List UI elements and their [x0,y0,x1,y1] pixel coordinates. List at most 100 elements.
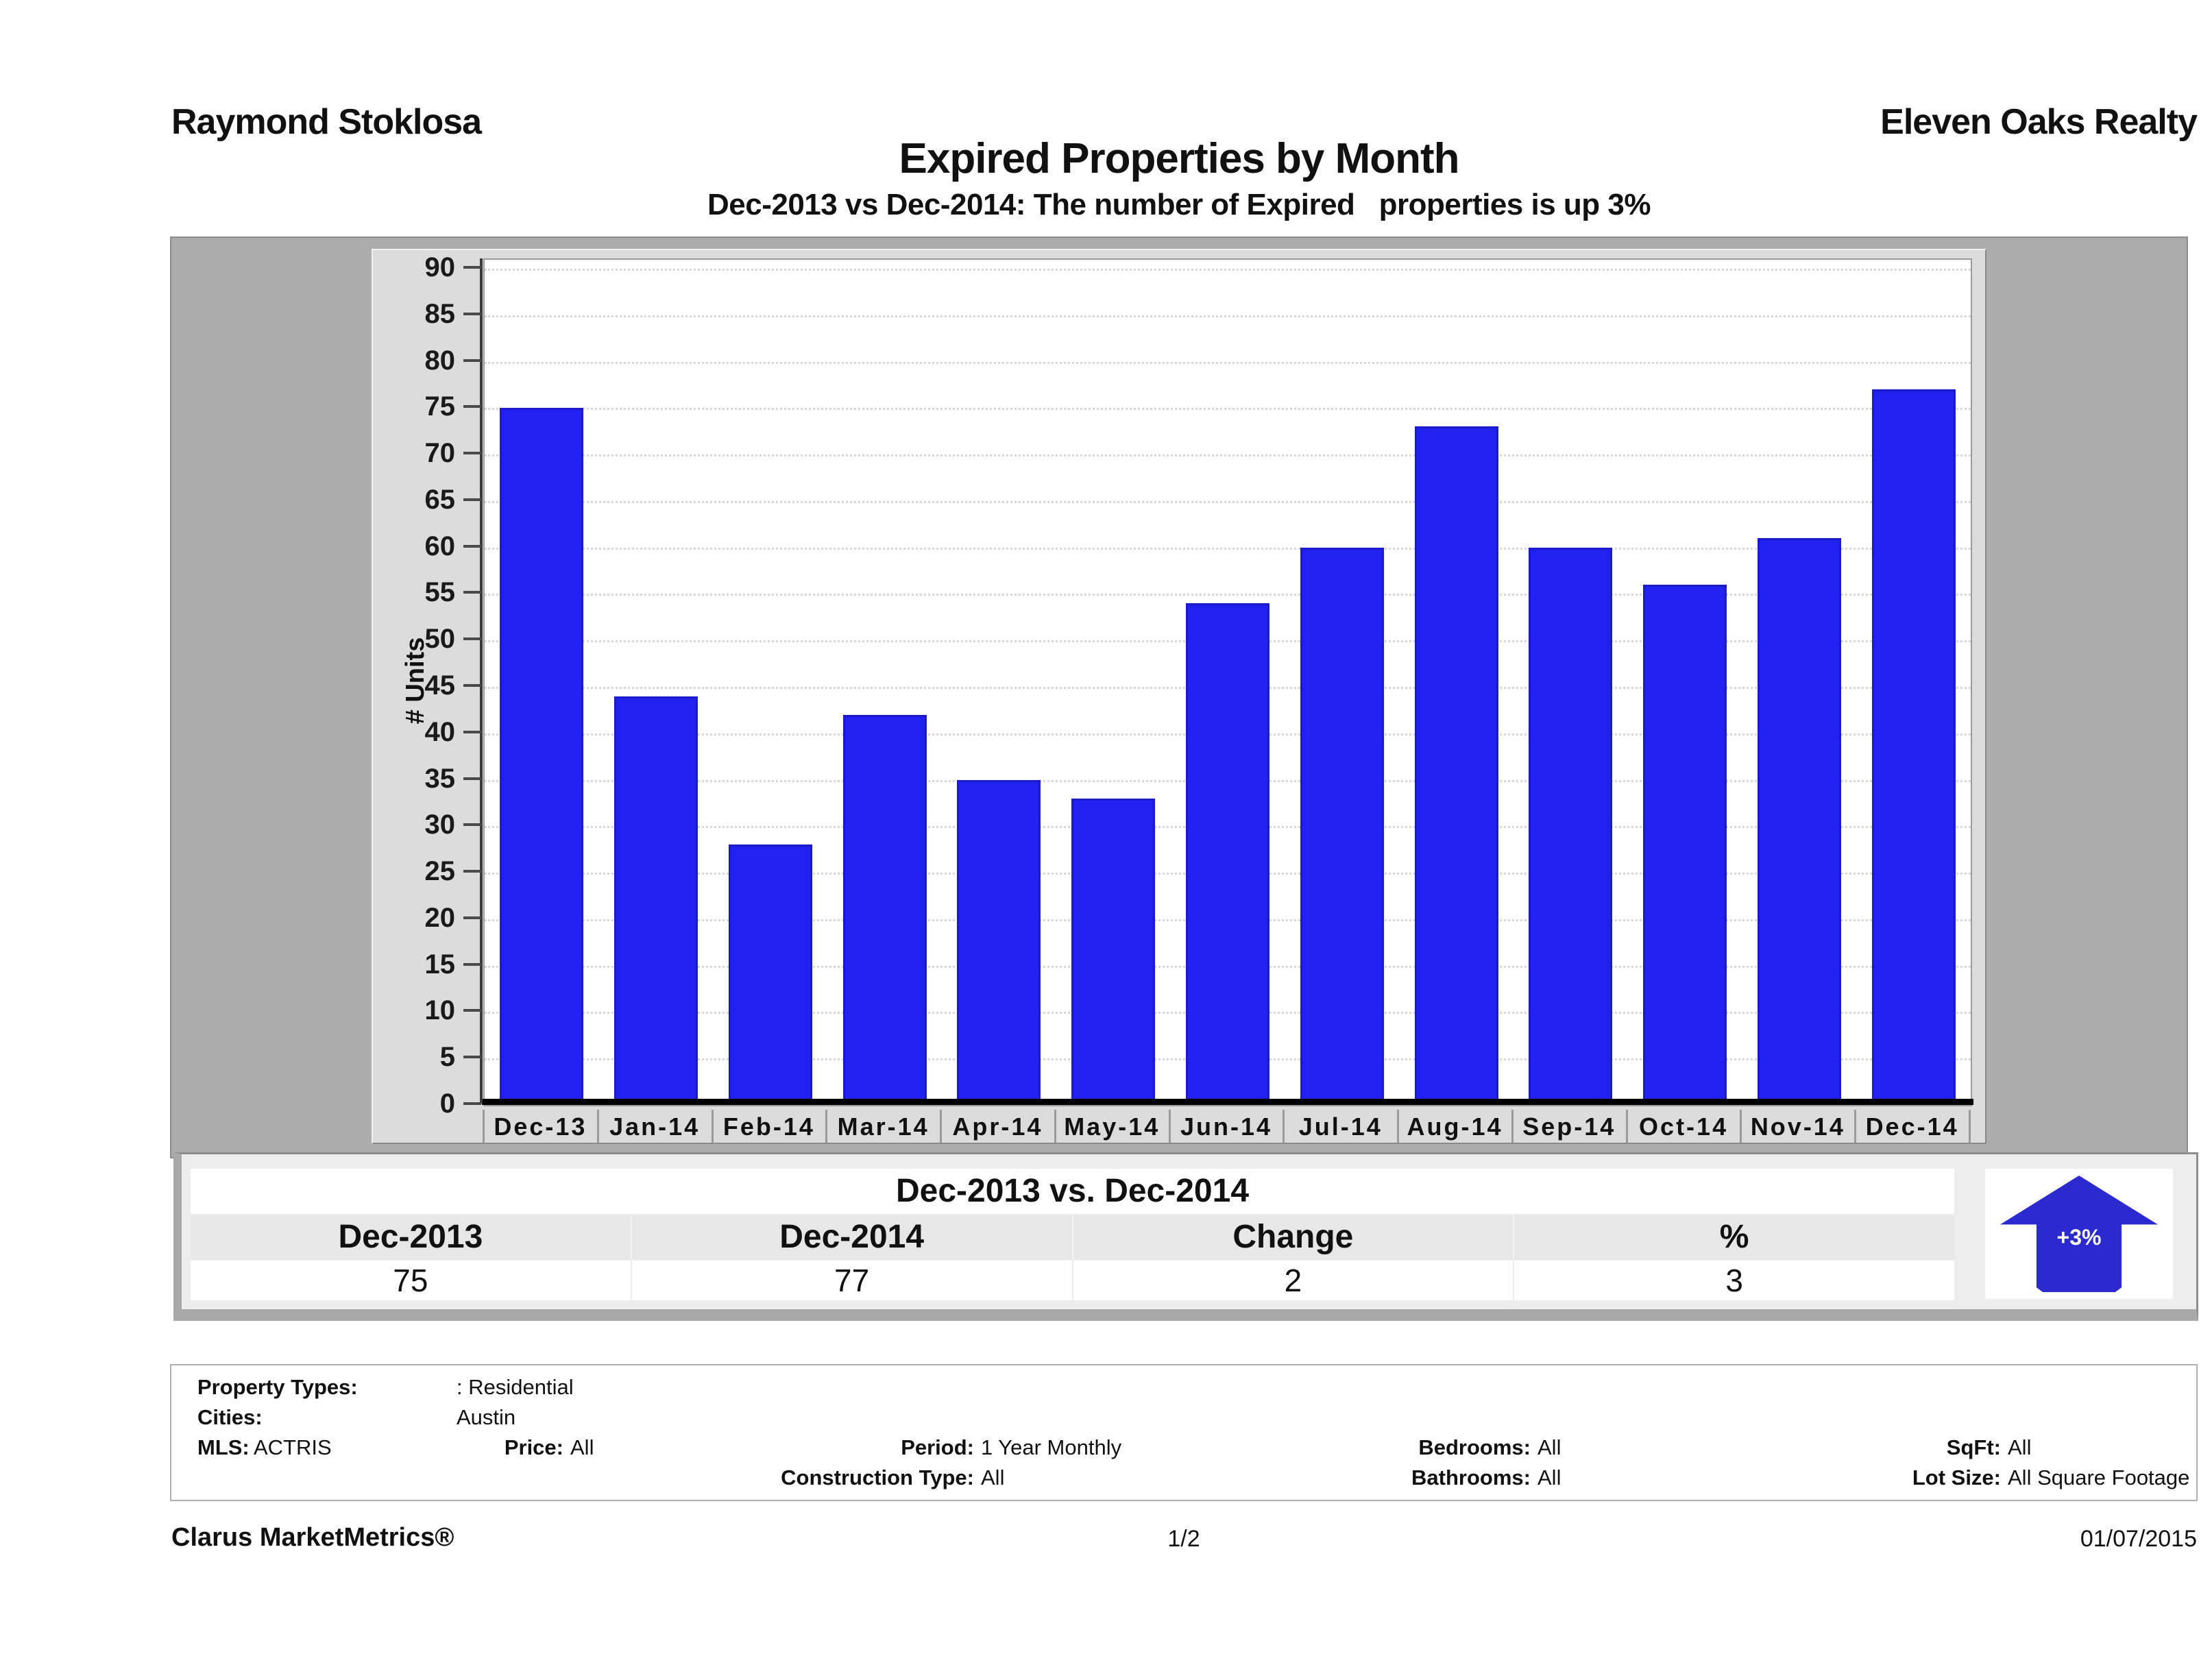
gridline-60 [485,547,1971,550]
cities-value: Austin [457,1405,516,1429]
period-label: Period: [768,1434,974,1461]
price-value: All [570,1435,594,1459]
summary-col-percent: % [1513,1215,1954,1259]
y-tick-label-35: 35 [424,763,456,794]
summary-col-dec2013: Dec-2013 [338,1219,483,1255]
summary-value-dec2013: 75 [393,1263,428,1298]
x-tick-separator-1 [596,1110,599,1143]
x-tick-label-dec-14: Dec-14 [1865,1112,1959,1141]
summary-col-change: Change [1071,1215,1514,1259]
y-tick-label-40: 40 [424,716,456,747]
trend-arrow-box: +3% [1985,1169,2173,1299]
x-tick-separator-0 [483,1110,485,1143]
bathrooms-label: Bathrooms: [1325,1464,1531,1492]
y-tick-mark-15 [463,962,481,966]
bar-apr-14 [957,779,1041,1105]
x-tick-separator-12 [1854,1110,1857,1143]
x-tick-separator-5 [1054,1110,1056,1143]
gridline-65 [485,500,1971,503]
company-name: Eleven Oaks Realty [1880,102,2198,142]
x-tick-separator-9 [1511,1110,1514,1143]
bedrooms-label-text: Bedrooms: [1418,1435,1531,1459]
y-tick-mark-20 [463,916,481,919]
y-tick-mark-45 [463,684,481,687]
report-subtitle: Dec-2013 vs Dec-2014: The number of Expi… [707,188,1651,221]
y-tick-label-10: 10 [424,995,456,1026]
bar-dec-14 [1871,389,1956,1105]
summary-title: Dec-2013 vs. Dec-2014 [191,1169,1954,1214]
cities-label: Cities: [197,1404,263,1431]
trend-percent-label: +3% [2056,1225,2102,1250]
sqft-label: SqFt: [1795,1434,2001,1461]
y-tick-label-65: 65 [424,484,456,515]
x-tick-separator-11 [1740,1110,1742,1143]
bar-jul-14 [1300,547,1384,1105]
x-tick-separator-13 [1969,1110,1971,1143]
x-tick-label-aug-14: Aug-14 [1407,1112,1503,1141]
y-tick-mark-75 [463,405,481,409]
construction-type-label-text: Construction Type: [781,1466,974,1489]
bathrooms-label-text: Bathrooms: [1411,1466,1531,1489]
lot-size-label: Lot Size: [1795,1464,2001,1492]
summary-col-dec2014: Dec-2014 [630,1215,1072,1259]
price-label: Price: [358,1434,563,1461]
sqft-value: All [2008,1435,2032,1459]
y-tick-mark-55 [463,591,481,594]
y-tick-mark-30 [463,823,481,827]
y-tick-label-85: 85 [424,298,456,329]
y-tick-label-5: 5 [439,1042,455,1073]
y-tick-mark-60 [463,544,481,548]
lot-size-value: All Square Footage [2008,1466,2190,1489]
price-label-text: Price: [504,1435,563,1459]
y-tick-label-30: 30 [424,810,456,840]
footer-page-number: 1/2 [1167,1526,1200,1552]
y-axis-line [480,258,483,1104]
bathrooms-value: All [1538,1466,1561,1489]
y-tick-mark-35 [463,777,481,780]
y-tick-mark-10 [463,1009,481,1012]
y-tick-label-55: 55 [424,577,456,608]
y-tick-mark-5 [463,1056,481,1059]
bedrooms-label: Bedrooms: [1325,1434,1531,1461]
property-types-label: Property Types: [197,1374,358,1401]
y-tick-label-25: 25 [424,856,456,887]
mls-label: MLS: [197,1434,250,1461]
mls-label-text: MLS: [197,1435,250,1459]
x-tick-separator-7 [1283,1110,1285,1143]
x-tick-label-jun-14: Jun-14 [1180,1112,1273,1141]
x-axis-baseline [482,1099,1973,1105]
summary-value-percent: 3 [1513,1261,1954,1300]
construction-type-value: All [981,1466,1005,1489]
y-tick-mark-25 [463,870,481,873]
gridline-70 [485,454,1971,457]
x-tick-separator-4 [940,1110,943,1143]
bar-oct-14 [1643,584,1727,1105]
x-tick-label-jul-14: Jul-14 [1298,1112,1383,1141]
footer-date: 01/07/2015 [2080,1526,2197,1552]
gridline-80 [485,361,1971,364]
report-title: Expired Properties by Month [899,135,1459,182]
summary-value-change: 2 [1071,1261,1514,1300]
y-tick-label-75: 75 [424,391,456,422]
period-label-text: Period: [901,1435,974,1459]
x-tick-separator-10 [1625,1110,1628,1143]
y-tick-label-80: 80 [424,345,456,376]
bar-jan-14 [614,696,698,1105]
x-tick-label-sep-14: Sep-14 [1522,1112,1616,1141]
x-tick-separator-6 [1168,1110,1171,1143]
summary-header-row: Dec-2013 Dec-2014 Change % [191,1215,1954,1259]
period-value: 1 Year Monthly [981,1435,1122,1459]
y-tick-mark-70 [463,452,481,455]
y-tick-label-70: 70 [424,438,456,469]
y-tick-label-50: 50 [424,624,456,655]
gridline-85 [485,315,1971,317]
summary-value-dec2014: 77 [630,1261,1072,1300]
agent-name: Raymond Stoklosa [171,102,482,142]
summary-value-row: 75 77 2 3 [191,1261,1954,1300]
y-tick-mark-50 [463,637,481,641]
y-tick-mark-0 [463,1102,481,1105]
y-tick-label-90: 90 [424,252,456,282]
x-tick-label-oct-14: Oct-14 [1639,1112,1729,1141]
gridline-55 [485,594,1971,596]
